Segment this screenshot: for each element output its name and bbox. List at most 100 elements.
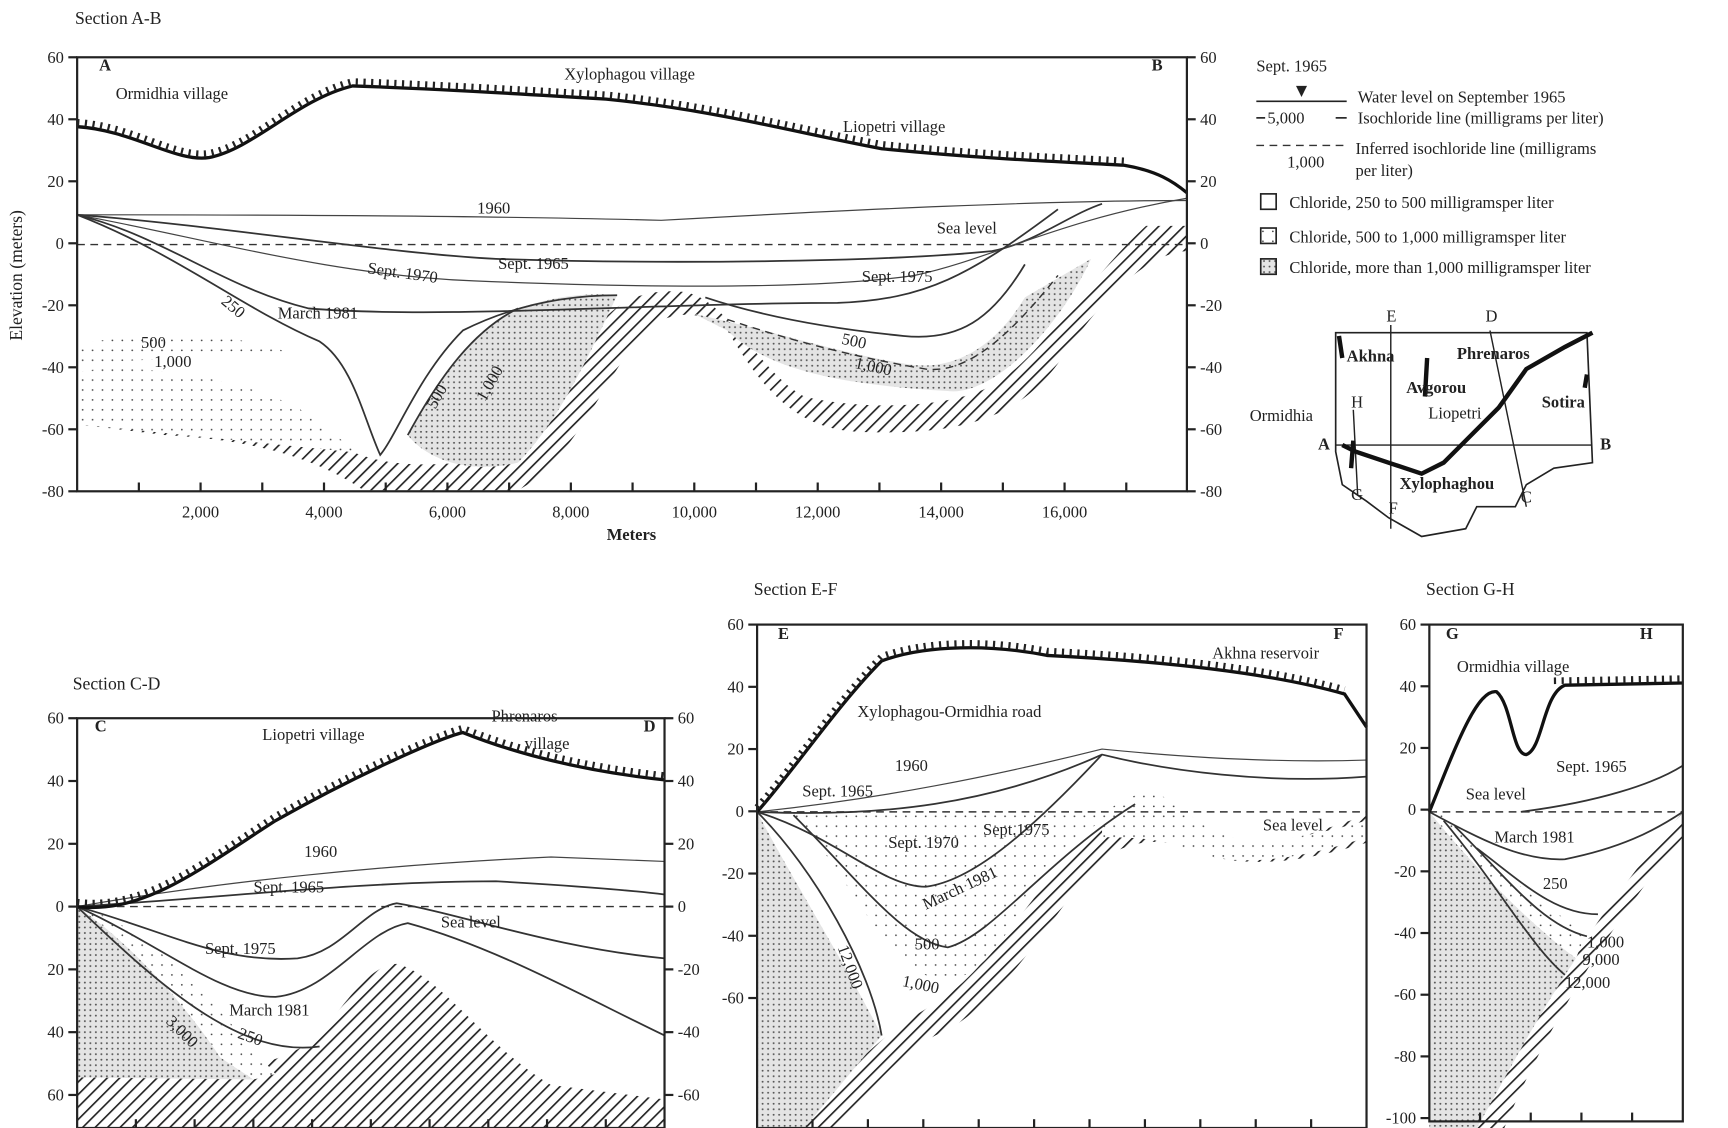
section-title: Section E-F [754,579,838,599]
annotation: Sept. 1970 [888,833,959,852]
chloride-low [77,336,381,457]
bedrock-mask [837,841,1367,1128]
section-title: Section C-D [73,674,161,694]
annotation: Ormidhia village [116,84,228,103]
annotation: 250 [1543,874,1568,893]
end-label: G [1446,624,1459,643]
y-tick-label: 40 [47,1023,64,1042]
end-label: B [1152,56,1163,75]
legend-text: Water level on September 1965 [1358,87,1566,106]
map-label: C [1521,487,1532,506]
y-tick-label: -20 [722,864,744,883]
annotation: Sea level [1466,785,1526,804]
annotation: Sept. 1970 [366,258,439,287]
bedrock [1476,811,1683,1128]
legend-value: 1,000 [1287,152,1324,171]
y-tick-label: 40 [678,772,695,791]
y-tick-label: 40 [47,110,64,129]
annotation: 1,000 [154,352,191,371]
y-tick-label: -40 [722,926,744,945]
section-title: Section G-H [1426,579,1515,599]
ground-hatch [1553,675,1683,685]
y-tick-label: 60 [678,709,695,728]
water-level-1981 [76,208,1059,314]
map-label: A [1318,434,1330,453]
isochloride-500 [792,803,1136,949]
x-tick-label: 10,000 [672,503,717,522]
y-tick-label: -60 [1394,985,1416,1004]
annotation: March 1981 [229,1001,309,1020]
x-tick-label: 4,000 [305,503,342,522]
annotation: Sea level [937,219,997,238]
y-tick-label: 0 [1408,800,1416,819]
annotation: 1,000 [1587,932,1624,951]
y-tick-label: 60 [727,615,744,634]
location-map: E D Akhna Phrenaros Avgorou Liopetri Sot… [1250,307,1611,538]
y-tick-label: 40 [47,772,64,791]
annotation: Sept. 1975 [205,939,276,958]
section-title: Section A-B [75,8,162,28]
y-tick-label: 40 [1400,677,1417,696]
y-tick-label: 60 [47,48,64,67]
annotation: village [525,734,570,753]
legend-text: per liter) [1356,161,1413,180]
y-tick-label: -40 [1394,924,1416,943]
section-a-b: Section A-B Elevation (meters) Meters A … [6,8,1188,544]
chloride-high [77,906,254,1080]
annotation: 500 [141,333,166,352]
plot-frame [755,623,1368,1128]
end-label: D [644,716,656,735]
legend-text: Chloride, 250 to 500 milligramsper liter [1289,193,1554,212]
water-level-1981 [76,905,665,1037]
annotation: March 1981 [278,303,358,322]
y-tick-label: -40 [678,1023,700,1042]
y-tick-label: -20 [42,296,64,315]
y-tick-label: 0 [678,897,686,916]
bedrock [77,963,665,1128]
annotation: Phrenaros [492,707,558,726]
map-label: Liopetri [1428,404,1482,423]
bedrock [77,225,1187,491]
ground-surface [77,84,1188,195]
ground-surface [755,646,1368,813]
map-label: Phrenaros [1457,344,1530,363]
y-tick-label: 60 [47,709,64,728]
x-tick-label: 2,000 [182,503,219,522]
annotation: Sea level [441,913,501,932]
chloride-high [407,294,618,467]
y-tick-label: -60 [722,989,744,1008]
annotation: Sept. 1975 [862,267,933,286]
x-tick-label: 16,000 [1042,503,1087,522]
annotation: 12,000 [1565,973,1610,992]
end-label: E [778,624,789,643]
end-label: H [1640,624,1653,643]
annotation: 500 [840,329,868,353]
map-label: Xylophaghou [1400,474,1495,493]
annotation: 1960 [477,199,510,218]
legend-value: 5,000 [1267,108,1304,127]
annotation: Sept. 1965 [498,254,569,273]
y-tick-label: -40 [1200,358,1222,377]
y-tick-label: 0 [1200,234,1208,253]
annotation: Xylophagou village [564,64,695,83]
annotation: Liopetri village [262,725,364,744]
water-level-1975 [76,902,665,960]
y-tick-label: -60 [678,1085,700,1104]
y-tick-label: -60 [42,420,64,439]
x-tick-label: 14,000 [918,503,963,522]
y-tick-label: -80 [1200,482,1222,501]
map-label: Avgorou [1406,378,1466,397]
y-tick-label: 60 [1400,615,1417,634]
legend-text: Chloride, more than 1,000 milligramsper … [1289,258,1591,277]
annotation: 9,000 [1583,950,1620,969]
end-label: F [1333,624,1343,643]
annotation: Akhna reservoir [1212,644,1319,663]
plot-frame [76,717,666,1128]
map-label: D [1486,307,1498,326]
y-tick-label: 20 [678,834,695,853]
water-level-1981 [1428,811,1684,861]
y-tick-label: -100 [1386,1109,1416,1128]
annotation: Sept. 1965 [802,781,873,800]
chloride-high [1429,811,1576,1128]
